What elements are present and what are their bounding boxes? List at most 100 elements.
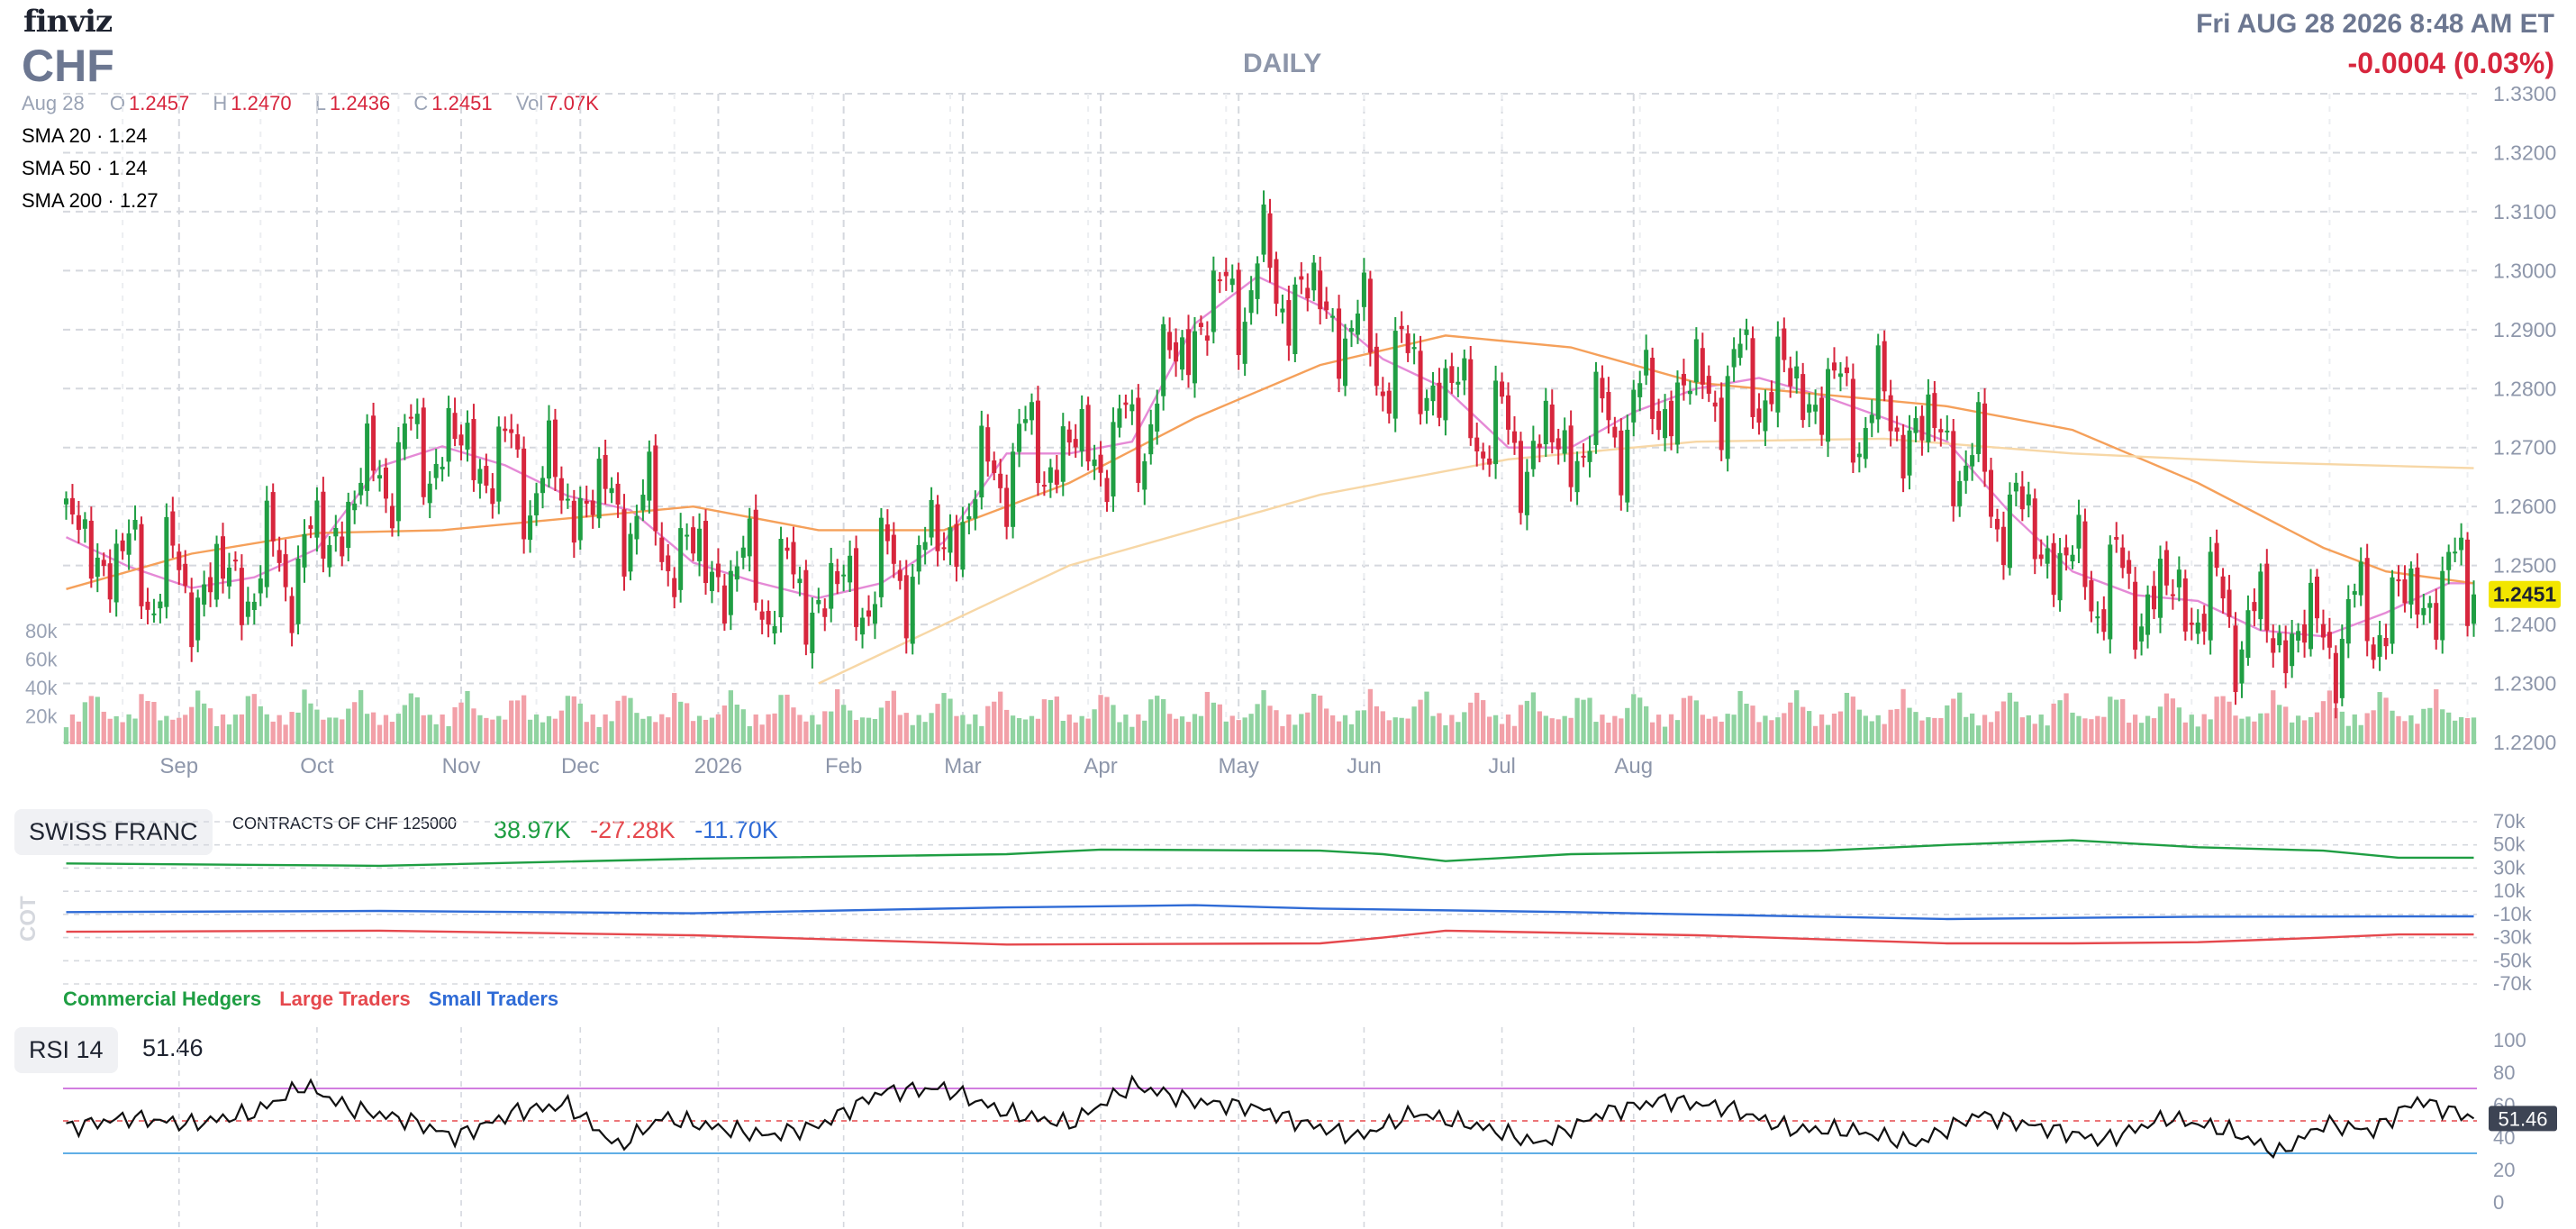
candle-body xyxy=(653,445,658,532)
candle-body xyxy=(471,418,476,480)
candle-body xyxy=(245,601,250,617)
candle-body xyxy=(1712,402,1718,407)
candle-body xyxy=(302,533,307,568)
volume-bar xyxy=(2339,711,2345,744)
volume-bar xyxy=(1800,706,1806,744)
candle-body xyxy=(1286,300,1292,346)
volume-bar xyxy=(533,714,540,744)
price-chart[interactable]: 1.3300 1.3200 1.3100 1.3000 1.2900 1.2800 1.27… xyxy=(0,0,2576,793)
candle-body xyxy=(835,570,840,585)
volume-bar xyxy=(370,712,376,744)
candle-body xyxy=(1524,471,1529,515)
volume-bar xyxy=(239,714,245,744)
candle-body xyxy=(1161,323,1166,396)
candle-body xyxy=(1361,272,1366,307)
volume-bar xyxy=(640,718,646,744)
candle-body xyxy=(609,487,614,494)
rsi-panel-title[interactable]: RSI 14 xyxy=(14,1027,118,1073)
volume-bar xyxy=(684,703,690,744)
candle-body xyxy=(1299,276,1304,280)
candle-body xyxy=(321,491,326,559)
small-traders-value: -11.70K xyxy=(694,816,778,843)
month-tick-label: Jul xyxy=(1488,754,1516,778)
candle-body xyxy=(1619,430,1624,496)
volume-bar xyxy=(2371,710,2376,744)
sma20-value: 1.24 xyxy=(108,124,148,147)
volume-bar xyxy=(101,711,106,744)
volume-bar xyxy=(2208,719,2213,744)
volume-bar xyxy=(2471,717,2477,744)
legend-hedgers[interactable]: Commercial Hedgers xyxy=(63,988,262,1010)
candle-body xyxy=(1180,337,1185,370)
volume-bar xyxy=(2352,714,2357,744)
volume-bar xyxy=(2070,712,2075,744)
sma50-legend[interactable]: SMA 50 · 1.24 xyxy=(22,157,148,179)
volume-bar xyxy=(740,709,746,744)
candle-body xyxy=(1418,350,1423,414)
cot-line-1 xyxy=(66,929,2474,946)
volume-bar xyxy=(621,696,627,744)
volume-bar xyxy=(577,703,583,744)
candle-body xyxy=(1506,395,1511,430)
rsi-tick-label: 0 xyxy=(2493,1191,2504,1214)
candle-body xyxy=(1318,270,1323,310)
candle-body xyxy=(314,500,320,538)
volume-bar xyxy=(1587,697,1592,744)
volume-bar xyxy=(1248,714,1254,744)
volume-bar xyxy=(2013,701,2019,744)
volume-bar xyxy=(1318,695,1323,744)
volume-bar xyxy=(954,715,959,744)
price-tick-label: 1.2600 xyxy=(2493,495,2556,518)
price-tick-label: 1.2900 xyxy=(2493,318,2556,341)
volume-bar xyxy=(1261,690,1266,744)
candle-body xyxy=(628,533,633,572)
volume-bar xyxy=(1637,697,1643,744)
volume-bar xyxy=(847,710,853,744)
candle-body xyxy=(1530,441,1536,469)
candle-body xyxy=(1236,269,1241,356)
volume-value: 7.07K xyxy=(547,92,599,114)
candle-body xyxy=(258,578,263,594)
candle-body xyxy=(772,625,777,634)
rsi-tick-label: 80 xyxy=(2493,1061,2515,1084)
sma-line-sma200 xyxy=(818,437,2474,685)
volume-bar xyxy=(76,721,82,744)
candle-body xyxy=(1337,308,1342,379)
volume-bar xyxy=(1631,694,1637,744)
sma200-legend[interactable]: SMA 200 · 1.27 xyxy=(22,189,159,212)
candle-body xyxy=(2170,594,2175,596)
volume-bar xyxy=(333,717,339,744)
candle-body xyxy=(797,578,803,584)
candle-body xyxy=(1123,402,1129,405)
candle-body xyxy=(848,555,853,583)
volume-bar xyxy=(985,706,991,744)
candle-body xyxy=(452,413,458,440)
candle-body xyxy=(145,601,150,610)
volume-bar xyxy=(1242,717,1247,744)
volume-bar xyxy=(503,719,508,744)
legend-small-traders[interactable]: Small Traders xyxy=(428,988,559,1010)
sma50-label: SMA 50 xyxy=(22,157,92,179)
volume-bar xyxy=(1875,715,1881,744)
candle-body xyxy=(1405,333,1410,353)
rsi-value: 51.46 xyxy=(142,1034,204,1061)
candle-body xyxy=(208,577,213,593)
cot-panel-title[interactable]: SWISS FRANC xyxy=(14,809,213,855)
candle-body xyxy=(1782,328,1787,360)
volume-bar xyxy=(1380,711,1385,744)
volume-bar xyxy=(615,700,621,744)
volume-bar xyxy=(465,690,470,744)
candle-body xyxy=(910,577,915,644)
sma50-value: 1.24 xyxy=(108,157,148,179)
volume-bar xyxy=(979,725,984,744)
volume-bar xyxy=(277,715,282,744)
volume-bar xyxy=(414,696,420,744)
finviz-logo[interactable]: finviz xyxy=(23,4,113,40)
candle-body xyxy=(2252,602,2257,612)
volume-bar xyxy=(1286,714,1292,744)
volume-bar xyxy=(2195,726,2200,744)
sma20-legend[interactable]: SMA 20 · 1.24 xyxy=(22,124,148,147)
legend-large-traders[interactable]: Large Traders xyxy=(279,988,411,1010)
